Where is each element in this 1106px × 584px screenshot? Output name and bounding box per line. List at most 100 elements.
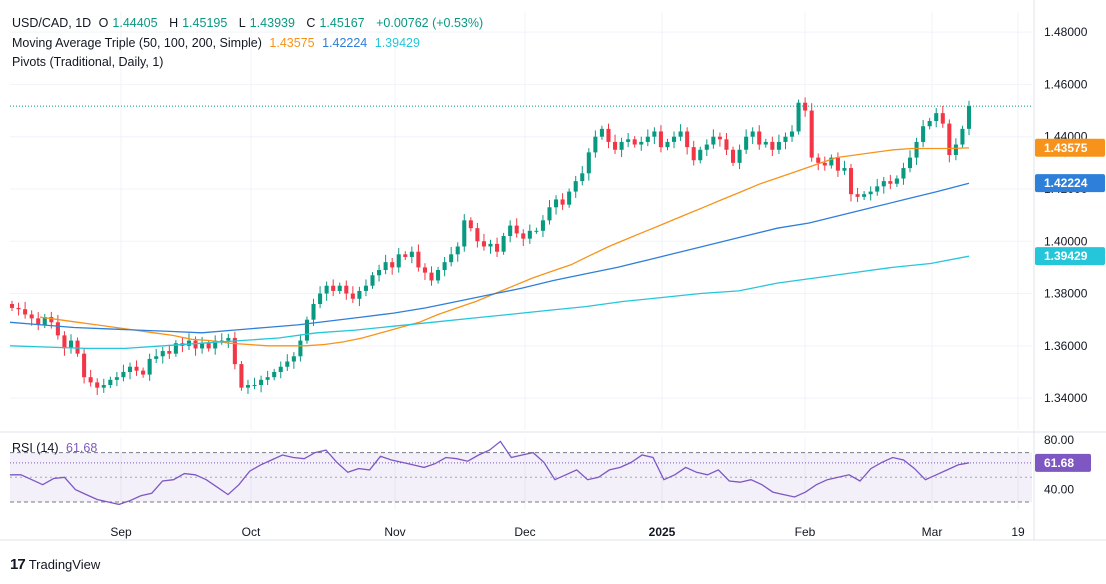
candle-body: [121, 371, 126, 378]
candle-body: [409, 251, 414, 257]
candle-body: [101, 385, 106, 388]
candle-body: [613, 141, 618, 150]
low-value: 1.43939: [249, 16, 295, 30]
candle-body: [167, 351, 172, 354]
candle-body: [560, 199, 565, 205]
candle-body: [763, 141, 768, 145]
candle-body: [678, 131, 683, 137]
ma200-line: [9, 255, 970, 350]
candle-body: [921, 126, 926, 142]
tradingview-brand[interactable]: 17 TradingView: [10, 556, 100, 573]
candle-body: [534, 230, 539, 232]
candle-body: [193, 340, 198, 349]
candle-body: [789, 131, 795, 137]
candle-body: [947, 123, 952, 155]
ma-value-tag: [1035, 247, 1105, 266]
rsi-value-tag: [1035, 453, 1091, 472]
candle-body: [586, 152, 591, 174]
candle-body: [29, 314, 34, 319]
candle-body: [927, 121, 932, 127]
candle-body: [462, 220, 467, 247]
candle-body: [862, 194, 867, 197]
candle-body: [770, 141, 775, 150]
candle-body: [324, 285, 329, 294]
candle-body: [881, 181, 886, 187]
candle-body: [49, 317, 54, 323]
low-label: L: [238, 16, 246, 30]
candle-body: [475, 228, 480, 242]
candle-body: [501, 236, 506, 252]
candle-body: [127, 366, 133, 372]
candle-body: [239, 364, 244, 388]
open-value: 1.44405: [112, 16, 158, 30]
candle-body: [698, 149, 703, 161]
candle-body: [62, 335, 67, 349]
time-tick-label: Mar: [922, 525, 943, 539]
candle-body: [390, 262, 395, 268]
ma50-value: 1.43575: [269, 36, 315, 50]
ma200-value: 1.39429: [374, 36, 420, 50]
price-tick-label: 1.36000: [1044, 339, 1088, 353]
candle-body: [488, 243, 493, 247]
ma-value-tag-text: 1.42224: [1044, 176, 1088, 190]
candle-body: [16, 307, 21, 310]
rsi-label: RSI (14): [12, 441, 59, 455]
candle-body: [442, 262, 447, 271]
candle-body: [245, 385, 251, 388]
candle-body: [652, 131, 657, 137]
rsi-line: [10, 440, 970, 506]
brand-name: TradingView: [28, 557, 101, 572]
candle-body: [672, 136, 677, 142]
ma-value-tag-text: 1.39429: [1044, 249, 1088, 263]
candle-body: [331, 285, 336, 291]
candle-body: [953, 144, 958, 155]
candle-body: [567, 191, 572, 205]
candle-body: [337, 285, 342, 291]
ma-value-tag: [1035, 138, 1105, 157]
candle-body: [521, 233, 526, 239]
candle-body: [724, 139, 729, 150]
candle-body: [318, 293, 323, 304]
candle-body: [350, 293, 355, 299]
candle-body: [907, 157, 913, 169]
candle-body: [298, 340, 303, 357]
price-tick-label: 1.38000: [1044, 287, 1088, 301]
pivots-label: Pivots (Traditional, Daily, 1): [12, 55, 164, 69]
candle-body: [868, 191, 873, 195]
candle-body: [960, 128, 965, 145]
rsi-value-tag-text: 61.68: [1044, 456, 1074, 470]
candle-body: [783, 136, 788, 142]
candle-body: [835, 157, 840, 171]
candle-body: [940, 113, 945, 124]
candle-body: [632, 139, 637, 145]
candle-body: [206, 343, 211, 349]
rsi-value: 61.68: [66, 441, 98, 455]
candle-body: [914, 141, 919, 158]
candle-body: [278, 366, 283, 372]
candle-body: [265, 377, 270, 380]
candle-body: [55, 322, 60, 336]
candle-body: [776, 141, 781, 150]
ma100-line: [9, 182, 970, 334]
high-value: 1.45195: [182, 16, 228, 30]
ma-value-tag: [1035, 174, 1105, 193]
candle-body: [291, 356, 296, 362]
change-value: +0.00762 (+0.53%): [376, 16, 484, 30]
candle-body: [691, 147, 696, 161]
candle-body: [665, 141, 670, 148]
candle-body: [173, 343, 178, 354]
candle-body: [75, 340, 80, 354]
price-tick-label: 1.46000: [1044, 77, 1088, 91]
candle-body: [580, 173, 585, 182]
candle-body: [357, 290, 362, 299]
candle-body: [514, 225, 519, 234]
candle-body: [455, 246, 460, 255]
pivots-legend: Pivots (Traditional, Daily, 1): [12, 55, 167, 69]
candle-body: [822, 162, 827, 166]
candle-body: [875, 186, 880, 192]
candle-body: [547, 207, 552, 221]
candle-body: [396, 254, 401, 268]
candle-body: [599, 128, 604, 137]
candle-body: [619, 141, 624, 150]
